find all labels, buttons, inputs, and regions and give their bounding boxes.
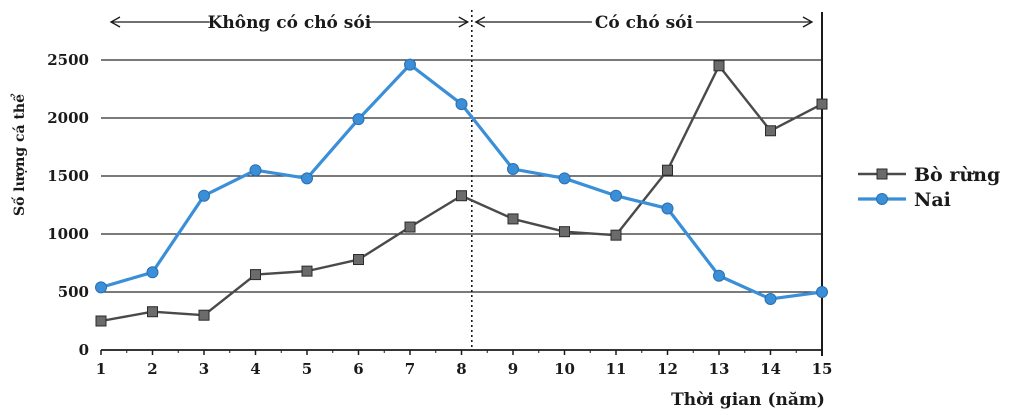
x-tick-label: 4 [250, 360, 260, 378]
data-point-bo-rung [353, 254, 364, 266]
legend-label: Bò rừng [914, 164, 1000, 186]
data-point-nai [558, 172, 571, 185]
x-tick-label: 14 [760, 360, 781, 378]
y-tick-label: 0 [79, 341, 89, 359]
data-point-bo-rung [713, 60, 725, 72]
data-point-nai [816, 286, 828, 298]
phase-arrowhead-left [109, 16, 121, 28]
y-tick-label: 1000 [47, 225, 89, 243]
y-tick-label: 2500 [47, 51, 89, 69]
data-point-nai [661, 202, 674, 215]
legend-marker-square [876, 168, 888, 180]
data-point-bo-rung [95, 315, 107, 327]
data-point-nai [764, 292, 777, 305]
x-tick-label: 2 [147, 360, 157, 378]
x-tick-label: 3 [199, 360, 209, 378]
data-point-nai [507, 163, 519, 176]
y-tick-label: 500 [58, 283, 89, 301]
legend: Bò rừng Nai [858, 164, 1000, 211]
data-point-bo-rung [404, 221, 416, 233]
data-point-bo-rung [765, 125, 776, 137]
data-point-nai [352, 113, 365, 126]
phase-arrowhead-left [474, 16, 486, 28]
data-point-nai [249, 164, 262, 177]
phase-arrowhead-right [458, 16, 470, 28]
data-point-nai [455, 98, 468, 111]
legend-marker-circle [876, 193, 888, 205]
data-point-bo-rung [816, 98, 828, 110]
data-point-bo-rung [301, 265, 313, 277]
data-point-bo-rung [610, 229, 622, 241]
data-point-nai [404, 58, 416, 71]
x-tick-label: 7 [405, 360, 415, 378]
x-tick-label: 1 [96, 360, 106, 378]
x-tick-label: 10 [554, 360, 575, 378]
x-tick-label: 15 [812, 360, 833, 378]
x-tick-label: 5 [302, 360, 312, 378]
phase-label: Có chó sói [595, 13, 694, 33]
data-point-bo-rung [456, 190, 467, 202]
x-tick-label: 6 [353, 360, 363, 378]
data-point-bo-rung [250, 269, 261, 281]
series-layer [95, 58, 828, 327]
phase-arrowhead-right [802, 16, 814, 28]
data-point-bo-rung [559, 226, 570, 238]
x-tick-label: 12 [657, 360, 678, 378]
phase-label: Không có chó sói [208, 13, 372, 33]
data-point-nai [713, 269, 725, 282]
data-point-bo-rung [662, 164, 673, 176]
data-point-bo-rung [507, 213, 519, 225]
data-point-nai [198, 189, 210, 202]
grid-layer [101, 59, 822, 293]
data-point-nai [146, 266, 159, 279]
y-axis-title: Số lượng cá thể [10, 93, 28, 216]
data-point-bo-rung [147, 306, 158, 318]
data-point-nai [301, 172, 313, 185]
data-point-bo-rung [198, 309, 210, 321]
data-point-nai [610, 189, 622, 202]
x-axis-title: Thời gian (năm) [671, 390, 825, 410]
x-tick-label: 8 [456, 360, 466, 378]
x-tick-label: 11 [606, 360, 627, 378]
legend-label: Nai [914, 189, 951, 211]
data-point-nai [95, 281, 107, 294]
x-tick-label: 9 [508, 360, 518, 378]
y-tick-label: 1500 [47, 167, 89, 185]
y-tick-label: 2000 [47, 109, 89, 127]
x-tick-label: 13 [709, 360, 730, 378]
phase-layer: Không có chó sói Có chó sói [109, 10, 814, 350]
